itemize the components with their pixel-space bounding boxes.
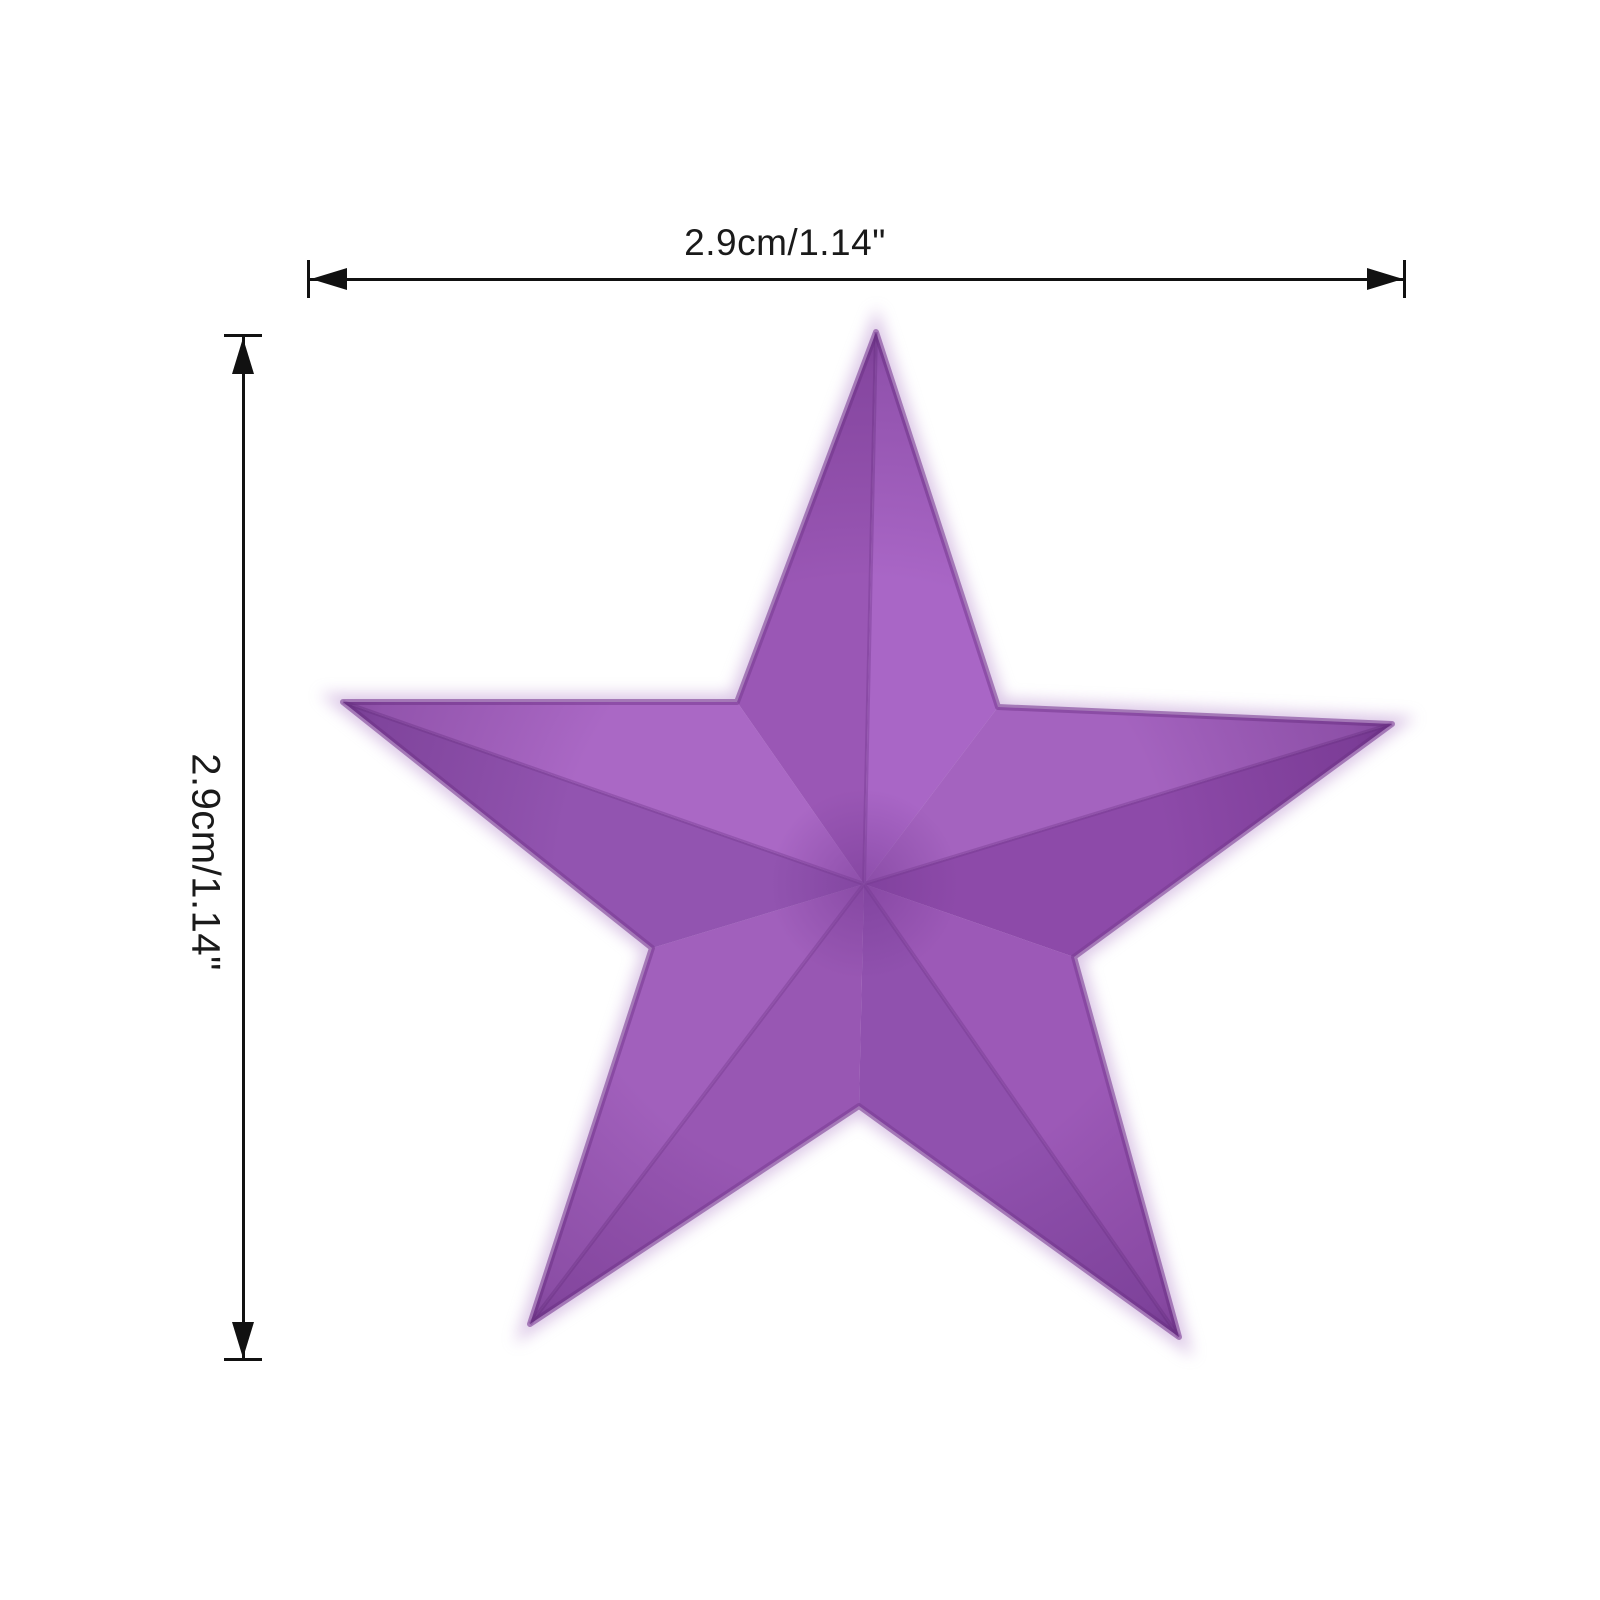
height-dim-top-tick (224, 334, 262, 337)
width-dim-right-tick (1403, 260, 1406, 298)
height-measurement-label: 2.9cm/1.14" (183, 753, 228, 971)
width-arrowhead-left-icon (311, 268, 347, 290)
height-dim-bottom-tick (224, 1358, 262, 1361)
width-dimension-line (308, 278, 1405, 281)
width-arrowhead-right-icon (1367, 268, 1403, 290)
height-arrowhead-up-icon (232, 338, 254, 374)
width-dim-left-tick (307, 260, 310, 298)
star-center-swirl (769, 789, 959, 979)
height-dimension-line (242, 335, 245, 1360)
width-measurement-label: 2.9cm/1.14" (684, 222, 886, 263)
height-arrowhead-down-icon (232, 1322, 254, 1358)
